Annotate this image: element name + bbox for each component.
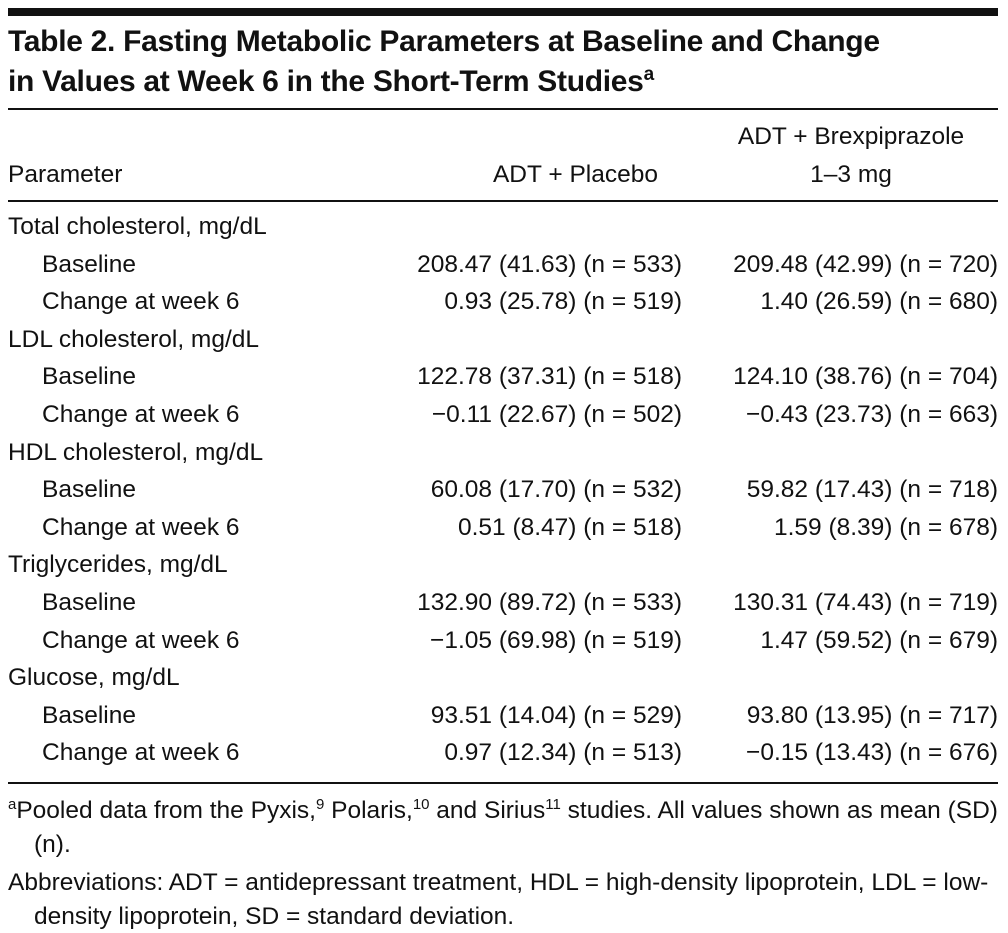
cell: −0.15 (13.43) (n = 676) <box>746 739 998 767</box>
data-table: Parameter ADT + Placebo ADT + Brexpipraz… <box>8 110 998 782</box>
cell: −0.43 (23.73) (n = 663) <box>746 400 998 428</box>
column-header-line: ADT + Brexpiprazole <box>737 123 965 150</box>
title-text: Table 2. Fasting Metabolic Parameters at… <box>8 25 880 98</box>
data-row: Baseline 60.08 (17.70) (n = 532) 59.82 (17… <box>8 471 998 509</box>
cell: 130.31 (74.43) (n = 719) <box>733 588 998 616</box>
row-label: Baseline <box>42 363 136 391</box>
table-title: Table 2. Fasting Metabolic Parameters at… <box>8 22 908 102</box>
data-row: Change at week 6 0.51 (8.47) (n = 518) 1.5… <box>8 509 998 547</box>
table-body: Total cholesterol, mg/dL Baseline 208.47 (… <box>8 201 998 782</box>
table-head: Parameter ADT + Placebo ADT + Brexpipraz… <box>8 110 998 201</box>
cell: 208.47 (41.63) (n = 533) <box>417 250 682 278</box>
cell: −0.11 (22.67) (n = 502) <box>431 400 682 428</box>
cell: 93.80 (13.95) (n = 717) <box>746 701 998 729</box>
row-label: Change at week 6 <box>42 739 240 767</box>
row-label: Baseline <box>42 701 136 729</box>
reference-mark: 9 <box>315 795 325 813</box>
group-name: Glucose, mg/dL <box>8 664 180 692</box>
data-row: Baseline 122.78 (37.31) (n = 518) 124.10 (… <box>8 358 998 396</box>
title-note-mark: a <box>643 64 655 85</box>
group-row: Total cholesterol, mg/dL <box>8 201 998 246</box>
group-name: Triglycerides, mg/dL <box>8 551 228 579</box>
row-label: Baseline <box>42 476 136 504</box>
cell: 1.47 (59.52) (n = 679) <box>760 626 998 654</box>
row-label: Change at week 6 <box>42 626 240 654</box>
reference-mark: 10 <box>412 795 430 813</box>
data-row: Baseline 93.51 (14.04) (n = 529) 93.80 (13… <box>8 697 998 735</box>
column-header: Parameter <box>8 161 123 188</box>
cell: 1.40 (26.59) (n = 680) <box>760 288 998 316</box>
cell: 124.10 (38.76) (n = 704) <box>733 363 998 391</box>
column-header: ADT + Placebo <box>492 161 658 188</box>
cell: 132.90 (89.72) (n = 533) <box>417 588 682 616</box>
row-label: Change at week 6 <box>42 400 240 428</box>
row-label: Baseline <box>42 250 136 278</box>
group-row: Glucose, mg/dL <box>8 659 998 697</box>
cell: 0.51 (8.47) (n = 518) <box>457 513 682 541</box>
row-label: Change at week 6 <box>42 513 240 541</box>
footnote-text: Pooled data from the Pyxis, <box>16 796 316 824</box>
cell: 93.51 (14.04) (n = 529) <box>430 701 682 729</box>
cell: −1.05 (69.98) (n = 519) <box>430 626 682 654</box>
row-label: Change at week 6 <box>42 288 240 316</box>
footnotes: aPooled data from the Pyxis,9 Polaris,10… <box>8 781 998 933</box>
data-row: Change at week 6 0.97 (12.34) (n = 513) −0… <box>8 734 998 782</box>
cell: 59.82 (17.43) (n = 718) <box>746 476 998 504</box>
footnote-text: studies. All values shown as mean (SD) (… <box>34 796 998 858</box>
group-name: LDL cholesterol, mg/dL <box>8 325 260 353</box>
footnote-mark: a <box>8 795 17 813</box>
cell: 209.48 (42.99) (n = 720) <box>733 250 998 278</box>
data-row: Baseline 132.90 (89.72) (n = 533) 130.31 (… <box>8 584 998 622</box>
footnote: aPooled data from the Pyxis,9 Polaris,10… <box>8 794 998 862</box>
reference-mark: 11 <box>545 795 561 813</box>
footnote-text: Polaris, <box>324 796 413 824</box>
group-row: HDL cholesterol, mg/dL <box>8 434 998 472</box>
group-row: Triglycerides, mg/dL <box>8 546 998 584</box>
abbreviations: Abbreviations: ADT = antidepressant trea… <box>8 868 989 930</box>
cell: 60.08 (17.70) (n = 532) <box>430 476 682 504</box>
top-bar <box>8 8 998 16</box>
column-header: ADT + Brexpiprazole 1–3 mg <box>704 110 998 201</box>
title-rule <box>8 108 998 110</box>
data-row: Change at week 6 −1.05 (69.98) (n = 519) 1… <box>8 622 998 660</box>
cell: 0.93 (25.78) (n = 519) <box>444 288 682 316</box>
data-row: Baseline 208.47 (41.63) (n = 533) 209.48 (… <box>8 246 998 284</box>
data-row: Change at week 6 −0.11 (22.67) (n = 502) −… <box>8 396 998 434</box>
cell: 122.78 (37.31) (n = 518) <box>417 363 682 391</box>
row-label: Baseline <box>42 588 136 616</box>
footnote-text: and Sirius <box>429 796 546 824</box>
header-row: Parameter ADT + Placebo ADT + Brexpipraz… <box>8 110 998 201</box>
group-row: LDL cholesterol, mg/dL <box>8 321 998 359</box>
column-header-line: 1–3 mg <box>810 161 892 188</box>
data-row: Change at week 6 0.93 (25.78) (n = 519) 1.… <box>8 283 998 321</box>
cell: 1.59 (8.39) (n = 678) <box>773 513 998 541</box>
group-name: Total cholesterol, mg/dL <box>8 213 267 240</box>
group-name: HDL cholesterol, mg/dL <box>8 438 264 466</box>
cell: 0.97 (12.34) (n = 513) <box>444 739 682 767</box>
